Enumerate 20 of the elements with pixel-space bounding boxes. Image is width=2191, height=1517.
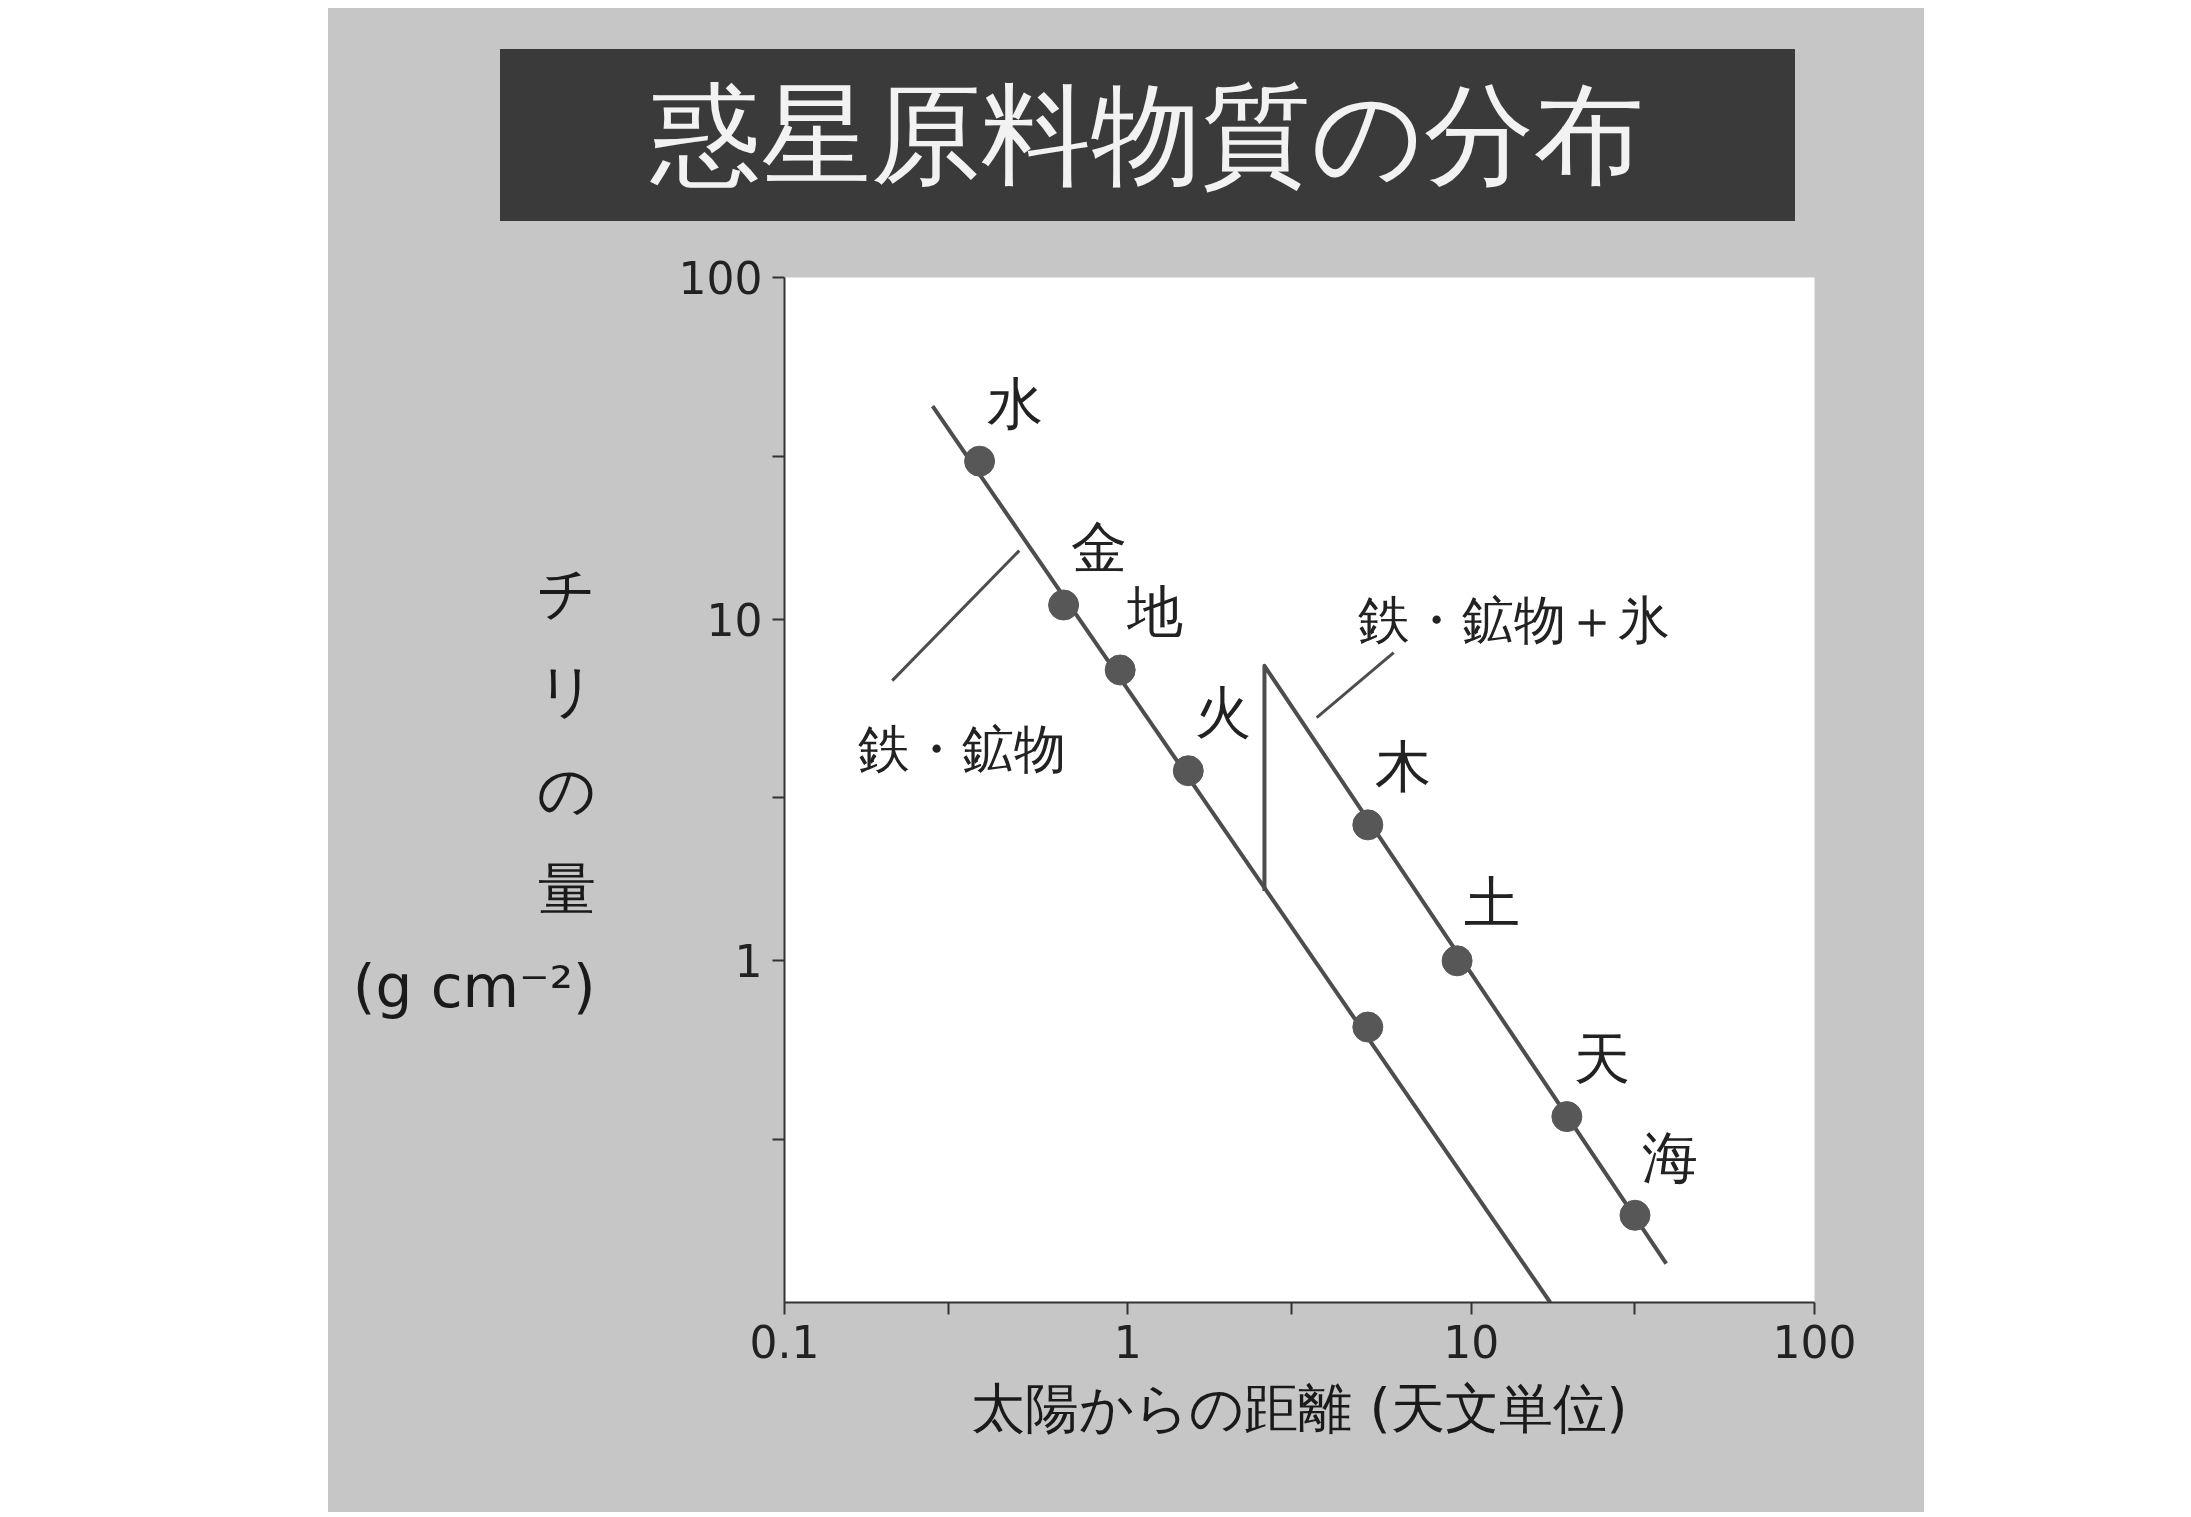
annotation: 土 xyxy=(1464,870,1521,936)
x-tick-label: 10 xyxy=(1443,1316,1500,1368)
y-axis-title: チリの量 (g cm⁻²) xyxy=(352,558,596,1022)
series-label: 鉄・鉱物＋氷 xyxy=(1357,589,1670,650)
annotation: 木 xyxy=(1374,734,1431,800)
annotation: 天 xyxy=(1573,1026,1630,1092)
annotation: 海 xyxy=(1641,1124,1698,1190)
annotation: 地 xyxy=(1126,579,1184,645)
y-tick-label: 10 xyxy=(706,594,763,646)
x-tick-label: 1 xyxy=(1113,1316,1142,1368)
y-tick-label: 100 xyxy=(678,253,763,304)
annotation: 火 xyxy=(1195,680,1252,746)
x-tick-label: 100 xyxy=(1772,1316,1857,1368)
x-axis-title: 太陽からの距離 (天文単位) xyxy=(971,1376,1628,1440)
y-tick-label: 1 xyxy=(734,936,763,988)
series-label: 鉄・鉱物 xyxy=(858,718,1067,779)
annotation: 水 xyxy=(986,370,1043,436)
annotation: 金 xyxy=(1070,514,1127,580)
x-tick-label: 0.1 xyxy=(749,1316,820,1368)
chart-title: 惑星原料物質の分布 xyxy=(500,49,1795,221)
